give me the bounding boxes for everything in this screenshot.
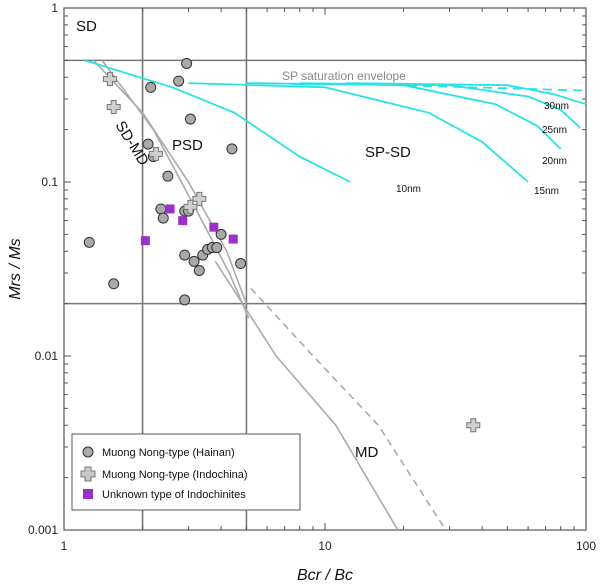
legend-label-hainan: Muong Nong-type (Hainan) — [102, 447, 235, 459]
point-circle-8 — [173, 75, 185, 87]
point-cross-1 — [106, 99, 121, 114]
axis-ticks — [63, 8, 586, 531]
point-circle-5 — [162, 170, 174, 182]
y-tick-label-0.001: 0.001 — [28, 523, 58, 537]
point-cross-3 — [192, 191, 207, 206]
legend-marker-indochina — [80, 466, 96, 482]
y-tick-label-0.01: 0.01 — [35, 349, 59, 363]
point-circle-11 — [226, 143, 238, 155]
point-cross-2 — [148, 146, 163, 161]
point-circle-21 — [215, 228, 227, 240]
point-circle-10 — [184, 113, 196, 125]
x-tick-label-1: 1 — [61, 539, 68, 553]
y-tick-label-1: 1 — [51, 1, 58, 15]
point-circle-1 — [108, 278, 120, 290]
point-circle-14 — [179, 249, 191, 261]
legend: Muong Nong-type (Hainan) Muong Nong-type… — [71, 433, 301, 511]
point-circle-16 — [193, 265, 205, 277]
sp-sd-curve-10nm — [84, 59, 351, 183]
legend-marker-unknown — [83, 489, 93, 499]
curve-label-20nm: 20nm — [542, 156, 567, 167]
curve-label-30nm: 30nm — [544, 101, 569, 112]
legend-label-indochina: Muong Nong-type (Indochina) — [102, 469, 248, 481]
point-square-4 — [228, 234, 238, 244]
point-circle-15 — [188, 255, 200, 267]
legend-marker-hainan — [82, 446, 94, 458]
point-cross-4 — [183, 199, 198, 214]
sp-sd-curve-20nm — [246, 82, 562, 150]
point-circle-22 — [179, 294, 191, 306]
sp-saturation-envelope-label: SP saturation envelope — [282, 69, 406, 83]
data-points — [83, 57, 481, 433]
md-curve-solid — [214, 260, 399, 531]
sp-envelope-dashed — [363, 83, 587, 92]
legend-label-unknown: Unknown type of Indochinites — [102, 489, 246, 501]
curve-label-10nm: 10nm — [396, 184, 421, 195]
point-circle-9 — [181, 57, 193, 69]
point-cross-0 — [102, 72, 117, 87]
y-axis-title: Mrs / Ms — [7, 238, 24, 299]
region-label-psd: PSD — [172, 137, 203, 154]
model-curves — [84, 59, 587, 531]
point-circle-6 — [155, 203, 167, 215]
x-tick-label-10: 10 — [318, 539, 332, 553]
point-square-0 — [140, 236, 150, 246]
region-label-sp-sd: SP-SD — [365, 144, 411, 161]
point-square-1 — [165, 204, 175, 214]
point-circle-23 — [235, 258, 247, 270]
legend-box — [71, 433, 301, 511]
y-tick-label-0.1: 0.1 — [41, 175, 58, 189]
sp-sd-curve-25nm — [299, 82, 581, 129]
point-circle-3 — [142, 138, 154, 150]
x-axis-title: Bcr / Bc — [297, 567, 353, 584]
sp-sd-curve-15nm — [188, 82, 529, 183]
point-circle-2 — [145, 81, 157, 93]
x-tick-label-100: 100 — [576, 539, 596, 553]
point-circle-7 — [157, 212, 169, 224]
curve-label-25nm: 25nm — [542, 125, 567, 136]
point-circle-20 — [211, 242, 223, 254]
point-square-3 — [209, 222, 219, 232]
region-label-sd: SD — [76, 18, 97, 35]
curve-label-15nm: 15nm — [534, 186, 559, 197]
sd-md-curve-upper — [93, 59, 248, 304]
point-circle-0 — [83, 236, 95, 248]
point-cross-5 — [466, 418, 481, 433]
point-square-2 — [178, 216, 188, 226]
region-label-md: MD — [355, 444, 378, 461]
